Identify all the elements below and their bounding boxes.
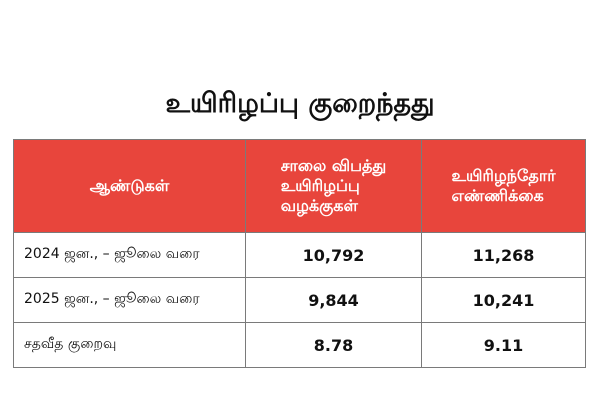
cases-cell: 10,792	[245, 232, 422, 278]
period-cell: 2024 ஜன., – ஜூலை வரை	[13, 232, 246, 278]
header-line: எண்ணிக்கை	[451, 186, 544, 205]
table-header-row: ஆண்டுகள் சாலை விபத்து உயிரிழப்பு வழக்குக…	[13, 139, 586, 233]
period-cell: சதவீத குறைவு	[13, 322, 246, 368]
deaths-cell: 10,241	[421, 277, 586, 323]
header-line: வழக்குகள்	[280, 196, 358, 215]
header-line: உயிரிழந்தோர்	[451, 166, 556, 185]
period-cell: 2025 ஜன., – ஜூலை வரை	[13, 277, 246, 323]
table-row: 2025 ஜன., – ஜூலை வரை 9,844 10,241	[13, 277, 586, 323]
cases-cell: 9,844	[245, 277, 422, 323]
header-years-label: ஆண்டுகள்	[89, 176, 170, 195]
deaths-cell: 9.11	[421, 322, 586, 368]
table-row: சதவீத குறைவு 8.78 9.11	[13, 322, 586, 368]
header-accident-cases: சாலை விபத்து உயிரிழப்பு வழக்குகள்	[245, 139, 422, 233]
statistics-table: ஆண்டுகள் சாலை விபத்து உயிரிழப்பு வழக்குக…	[13, 139, 586, 368]
page-title: உயிரிழப்பு குறைந்தது	[165, 88, 435, 119]
header-line: சாலை விபத்து	[280, 156, 387, 175]
header-deaths-count: உயிரிழந்தோர் எண்ணிக்கை	[421, 139, 586, 233]
cases-cell: 8.78	[245, 322, 422, 368]
header-years: ஆண்டுகள்	[13, 139, 246, 233]
header-line: உயிரிழப்பு	[280, 176, 360, 195]
table-row: 2024 ஜன., – ஜூலை வரை 10,792 11,268	[13, 232, 586, 278]
deaths-cell: 11,268	[421, 232, 586, 278]
